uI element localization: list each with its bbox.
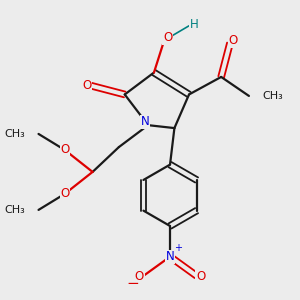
Text: O: O [60, 187, 69, 200]
Text: N: N [141, 115, 150, 128]
Text: H: H [190, 18, 199, 31]
Text: CH₃: CH₃ [4, 205, 26, 215]
Text: O: O [163, 31, 172, 44]
Text: N: N [166, 250, 174, 263]
Text: O: O [60, 143, 69, 156]
Text: −: − [126, 276, 139, 291]
Text: CH₃: CH₃ [262, 91, 283, 101]
Text: +: + [174, 243, 182, 253]
Text: O: O [196, 270, 205, 283]
Text: O: O [82, 79, 92, 92]
Text: CH₃: CH₃ [4, 129, 26, 139]
Text: O: O [135, 270, 144, 283]
Text: O: O [228, 34, 238, 47]
